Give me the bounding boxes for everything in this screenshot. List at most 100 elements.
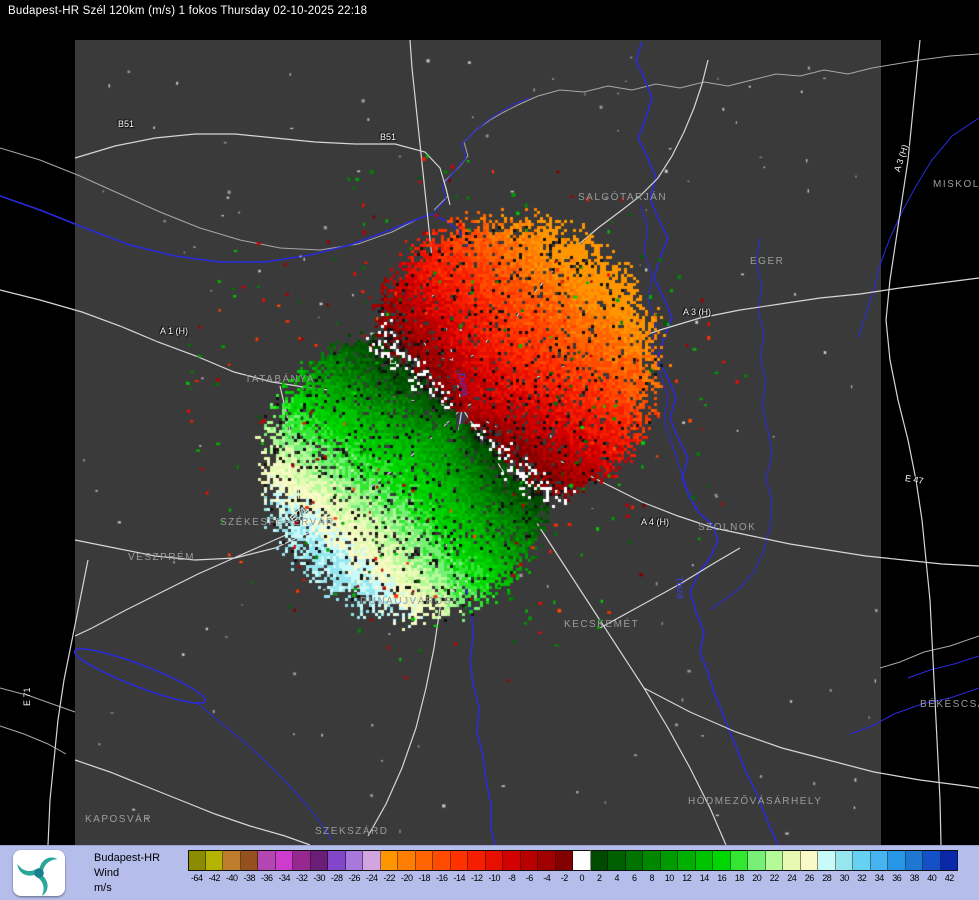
scale-entry: -32: [293, 850, 311, 883]
scale-swatch: [310, 850, 328, 871]
scale-swatch: [433, 850, 451, 871]
scale-entry: 12: [678, 850, 696, 883]
legend-parameter: Wind: [94, 867, 120, 879]
scale-entry: 24: [783, 850, 801, 883]
scale-value: -42: [208, 873, 220, 883]
scale-entry: -42: [205, 850, 223, 883]
scale-swatch: [345, 850, 363, 871]
scale-swatch: [800, 850, 818, 871]
scale-value: 30: [839, 873, 850, 883]
scale-entry: 6: [625, 850, 643, 883]
scale-value: -32: [295, 873, 308, 883]
scale-entry: 16: [713, 850, 731, 883]
map-label-road: A 4 (H): [641, 517, 670, 527]
scale-swatch: [730, 850, 748, 871]
scale-swatch: [293, 850, 311, 871]
map-label-city: BÉKÉSCSABA: [920, 699, 979, 710]
scale-value: -38: [243, 873, 255, 883]
map-label-road: E 47: [904, 473, 925, 487]
scale-value: 40: [927, 873, 937, 883]
scale-swatch: [555, 850, 573, 871]
scale-entry: -4: [538, 850, 556, 883]
scale-entry: -14: [450, 850, 468, 883]
scale-entry: -22: [380, 850, 398, 883]
scale-value: 4: [614, 873, 619, 883]
scale-swatch: [328, 850, 346, 871]
scale-value: -30: [313, 873, 325, 883]
scale-value: 42: [944, 873, 955, 883]
scale-swatch: [485, 850, 503, 871]
scale-value: -26: [348, 873, 360, 883]
map-label-city: HÓDMEZŐVÁSÁRHELY: [688, 796, 823, 807]
scale-swatch: [538, 850, 556, 871]
scale-value: -2: [560, 873, 569, 883]
scale-swatch: [398, 850, 416, 871]
scale-entry: -38: [240, 850, 258, 883]
scale-swatch: [240, 850, 258, 871]
scale-value: -14: [453, 873, 465, 883]
scale-entry: 26: [800, 850, 818, 883]
scale-entry: 34: [870, 850, 888, 883]
scale-swatch: [713, 850, 731, 871]
scale-swatch: [853, 850, 871, 871]
scale-swatch: [905, 850, 923, 871]
scale-entry: 42: [940, 850, 958, 883]
scale-entry: 36: [888, 850, 906, 883]
map-label-road: A 1 (H): [160, 326, 189, 336]
map-label-road: B51: [118, 119, 135, 129]
scale-value: 14: [699, 873, 710, 883]
scale-value: -22: [383, 873, 395, 883]
scale-swatch: [625, 850, 643, 871]
title-bar: Budapest-HR Szél 120km (m/s) 1 fokos Thu…: [8, 5, 367, 17]
map-label-city: KAPOSVÁR: [85, 814, 153, 825]
map-label-road: A 3 (H): [892, 143, 911, 174]
scale-entry: -34: [275, 850, 293, 883]
map-label-river: Duna: [455, 372, 471, 397]
scale-swatch: [380, 850, 398, 871]
scale-swatch: [695, 850, 713, 871]
scale-value: -18: [418, 873, 430, 883]
scale-value: 20: [752, 873, 762, 883]
scale-value: -6: [525, 873, 534, 883]
scale-value: -10: [488, 873, 500, 883]
scale-value: 34: [874, 873, 885, 883]
scale-value: 0: [579, 873, 584, 883]
scale-entry: -8: [503, 850, 521, 883]
map-label-city: SZÉKESFEHÉRVÁR: [220, 517, 335, 528]
scale-entry: -64: [188, 850, 206, 883]
scale-value: 6: [631, 873, 637, 883]
scale-swatch: [748, 850, 766, 871]
scale-swatch: [205, 850, 223, 871]
scale-swatch: [608, 850, 626, 871]
scale-value: 32: [857, 873, 867, 883]
scale-value: -64: [190, 873, 203, 883]
scale-value: -28: [330, 873, 343, 883]
map-label-city: SALGÓTARJÁN: [578, 192, 668, 203]
map-label-road: E 71: [22, 687, 32, 706]
product-title: Budapest-HR Szél 120km (m/s) 1 fokos Thu…: [8, 5, 368, 17]
map-label-city: DUNAÚJVÁROS: [360, 596, 453, 607]
scale-value: 28: [822, 873, 832, 883]
scale-swatch: [520, 850, 538, 871]
scale-value: -34: [278, 873, 290, 883]
scale-value: -24: [365, 873, 378, 883]
scale-value: 12: [682, 873, 692, 883]
map-label-city: VESZPRÉM: [128, 552, 196, 563]
scale-entry: -26: [345, 850, 363, 883]
scale-swatch: [258, 850, 276, 871]
scale-entry: -36: [258, 850, 276, 883]
scale-swatch: [888, 850, 906, 871]
spiral-logo-icon: [17, 857, 58, 896]
scale-swatch: [188, 850, 206, 871]
scale-value: -12: [470, 873, 483, 883]
color-scale: -64 -42 -40 -38 -36 -34 -32 -30 -28 -26 -24 -22 -20-…: [188, 850, 958, 883]
scale-entry: -2: [555, 850, 573, 883]
met-logo: [13, 850, 65, 896]
scale-swatch: [415, 850, 433, 871]
map-label-road: B51: [380, 132, 397, 142]
legend-unit: m/s: [94, 882, 112, 894]
scale-entry: 4: [608, 850, 626, 883]
scale-swatch: [223, 850, 241, 871]
scale-entry: -10: [485, 850, 503, 883]
scale-value: 10: [664, 873, 675, 883]
